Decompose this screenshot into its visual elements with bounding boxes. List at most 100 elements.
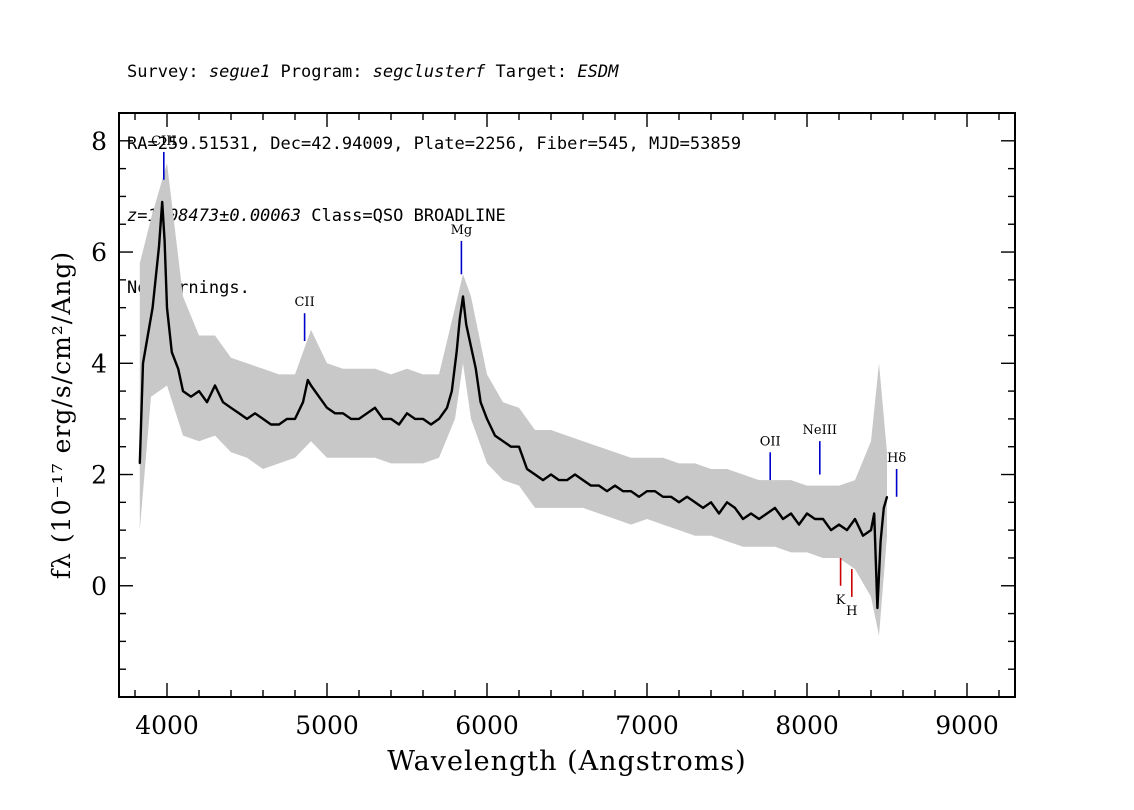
survey-label: Survey: <box>127 62 209 82</box>
x-tick-label: 7000 <box>615 711 679 740</box>
flux-point <box>790 512 792 515</box>
flux-point <box>702 507 704 509</box>
y-tick-label: 2 <box>91 461 107 490</box>
flux-point <box>262 418 264 420</box>
flux-point <box>870 529 872 531</box>
flux-point <box>326 406 328 409</box>
flux-point <box>163 240 166 242</box>
flux-point <box>146 334 149 337</box>
flux-point <box>246 418 248 420</box>
flux-point <box>177 367 180 370</box>
flux-point <box>458 317 461 320</box>
flux-point <box>198 390 200 392</box>
flux-point <box>686 495 688 498</box>
flux-point <box>510 445 512 448</box>
flux-point <box>390 418 392 420</box>
spectral-line-label: Hδ <box>887 451 906 466</box>
flux-point <box>622 490 624 493</box>
survey-value: segue1 <box>208 62 271 82</box>
flux-point <box>254 412 256 415</box>
y-tick-label: 6 <box>91 238 107 267</box>
flux-point <box>574 473 576 476</box>
flux-point <box>526 468 528 470</box>
flux-point <box>518 445 520 448</box>
flux-point <box>142 362 144 365</box>
flux-point <box>630 490 632 493</box>
target-label: Target: <box>485 62 578 82</box>
flux-point <box>494 434 496 437</box>
flux-point <box>422 418 424 420</box>
y-tick-label: 4 <box>91 349 107 378</box>
x-tick-label: 8000 <box>775 711 839 740</box>
flux-point <box>222 401 224 404</box>
flux-point <box>350 418 352 420</box>
flux-point <box>502 440 504 443</box>
flux-point <box>446 406 448 409</box>
spectral-line-label: NeIII <box>803 423 837 438</box>
flux-point <box>465 323 468 326</box>
flux-point <box>206 401 208 404</box>
flux-point <box>398 423 400 426</box>
flux-point <box>310 384 312 387</box>
y-tick-label: 0 <box>91 572 107 601</box>
flux-point <box>638 495 640 498</box>
flux-point <box>470 345 472 348</box>
flux-point <box>406 412 408 415</box>
flux-point <box>438 418 440 420</box>
flux-point <box>822 518 824 520</box>
noise-band-layer <box>139 163 888 636</box>
flux-point <box>566 479 568 481</box>
flux-point <box>854 518 856 520</box>
flux-point <box>374 406 376 409</box>
flux-point <box>718 512 720 515</box>
flux-point <box>382 418 384 420</box>
flux-point <box>138 462 141 465</box>
flux-point <box>606 490 608 493</box>
x-tick-label: 9000 <box>935 711 999 740</box>
spectrum-header: Survey: segue1 Program: segclusterf Targ… <box>127 12 741 324</box>
flux-point <box>758 518 760 520</box>
flux-point <box>158 245 160 248</box>
spectral-line-label: H <box>846 604 857 619</box>
flux-point <box>838 523 840 526</box>
x-tick-label: 5000 <box>295 711 359 740</box>
flux-point <box>614 484 616 487</box>
y-tick-label: 8 <box>91 127 107 156</box>
flux-point <box>479 401 482 404</box>
flux-point <box>161 201 164 203</box>
axis-ticks: 4000 5000 6000 7000 8000 9000 0 2 4 6 8 <box>91 113 1015 740</box>
flux-point <box>462 295 464 298</box>
class-value: Class=QSO BROADLINE <box>301 206 506 226</box>
flux-point <box>534 473 536 476</box>
flux-point <box>879 540 882 543</box>
flux-point <box>214 384 216 387</box>
header-line-1: Survey: segue1 Program: segclusterf Targ… <box>127 60 741 84</box>
flux-point <box>302 401 304 404</box>
flux-point <box>742 518 744 520</box>
flux-point <box>486 418 488 420</box>
flux-point <box>726 501 728 504</box>
flux-point <box>414 418 416 420</box>
flux-point <box>358 418 360 420</box>
x-tick-label: 4000 <box>135 711 199 740</box>
flux-point <box>366 412 368 415</box>
flux-point <box>318 395 320 398</box>
spectral-line-label: OII <box>760 434 781 449</box>
flux-point <box>342 412 344 415</box>
flux-point <box>830 529 832 531</box>
x-axis-label: Wavelength (Angstroms) <box>387 746 746 777</box>
flux-point <box>670 495 672 498</box>
flux-point <box>474 367 477 370</box>
flux-point <box>455 351 458 354</box>
flux-point <box>886 495 888 498</box>
flux-point <box>230 406 232 409</box>
flux-point <box>598 484 600 487</box>
flux-point <box>278 423 280 426</box>
flux-point <box>774 507 776 509</box>
flux-point <box>286 418 288 420</box>
y-axis-label: fλ (10⁻¹⁷ erg/s/cm²/Ang) <box>47 251 76 579</box>
flux-point <box>814 518 816 520</box>
x-tick-label: 6000 <box>455 711 519 740</box>
line-annotations: CIII CII Mg OII NeIII Hδ KH <box>151 134 906 619</box>
